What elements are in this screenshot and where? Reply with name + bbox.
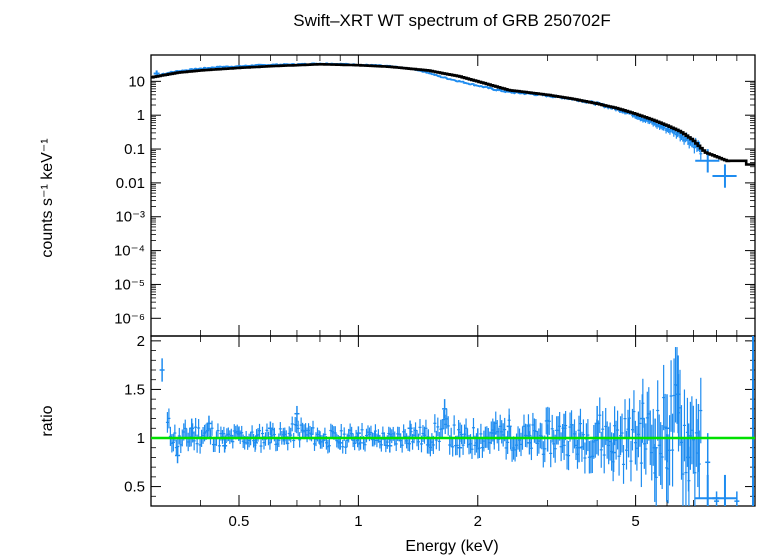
spectrum-y-tick-label: 10⁻³ <box>115 209 145 226</box>
ratio-y-tick-label: 1.5 <box>124 381 145 398</box>
ratio-panel: 0.5 1 2 5 0.5 1 1.5 2 <box>124 333 756 530</box>
x-axis-label: Energy (keV) <box>405 538 498 555</box>
ratio-y-tick-label: 1 <box>137 430 145 447</box>
ratio-frame <box>150 335 756 507</box>
spectrum-y-tick-label: 10 <box>128 73 145 90</box>
y-axis-label-spectrum: counts s⁻¹ keV⁻¹ <box>39 138 56 257</box>
x-tick-label: 0.5 <box>229 513 250 530</box>
spectrum-frame <box>150 54 756 337</box>
chart-title: Swift–XRT WT spectrum of GRB 250702F <box>293 11 610 30</box>
x-tick-label: 5 <box>631 513 639 530</box>
ratio-y-tick-label: 0.5 <box>124 479 145 496</box>
y-axis-label-ratio: ratio <box>39 405 56 436</box>
x-tick-label: 1 <box>354 513 362 530</box>
model-line <box>151 63 755 166</box>
spectrum-y-tick-label: 10⁻⁴ <box>114 243 145 260</box>
spectrum-y-tick-label: 0.01 <box>116 175 145 192</box>
ratio-y-tick-label: 2 <box>137 333 145 350</box>
spectrum-y-tick-label: 10⁻⁵ <box>114 276 145 293</box>
spectrum-y-tick-label: 10⁻⁶ <box>114 310 145 327</box>
spectrum-panel: 10⁻⁶ 10⁻⁵ 10⁻⁴ 10⁻³ 0.01 0.1 1 10 <box>114 54 756 337</box>
spectrum-y-tick-label: 0.1 <box>124 141 145 158</box>
spectrum-y-tick-label: 1 <box>137 107 145 124</box>
spectrum-data-points <box>153 62 737 188</box>
x-tick-label: 2 <box>474 513 482 530</box>
ratio-data-points <box>159 336 754 506</box>
